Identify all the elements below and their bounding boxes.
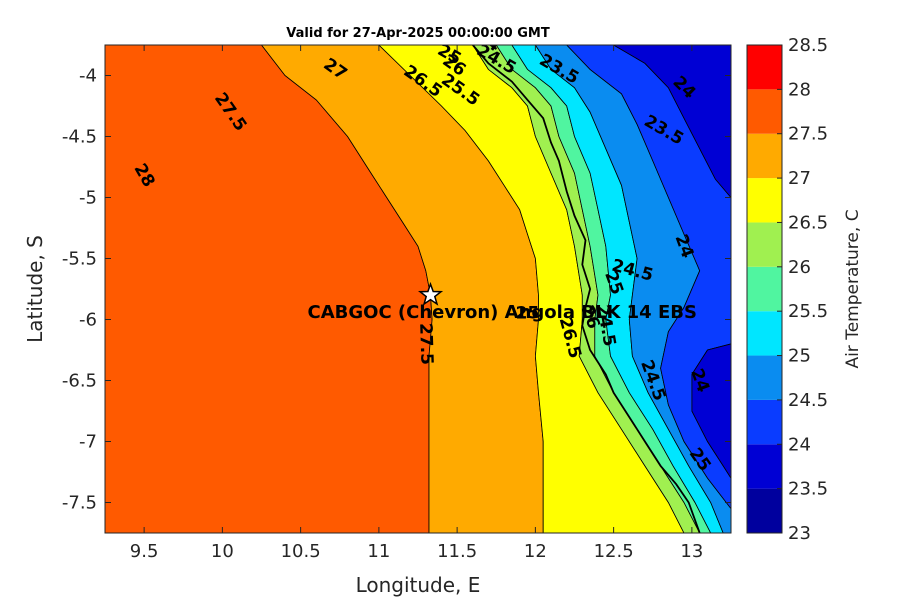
y-axis: -4 -4.5 -5 -5.5 -6 -6.5 -7 -7.5 [62,66,731,514]
colorbar-swatch [747,133,782,179]
x-tick-label: 11 [367,541,390,562]
colorbar-swatch [747,178,782,223]
colorbar-tick-label: 26 [788,257,811,278]
y-tick-label: -5.5 [62,249,97,270]
contour-band-23-5-10 [691,343,731,479]
x-tick-label: 10.5 [281,541,321,562]
colorbar-swatch [747,355,782,400]
y-tick-label: -7.5 [62,493,97,514]
y-tick-label: -7 [79,432,97,453]
colorbar-swatch [747,444,782,489]
site-marker-group: CABGOC (Chevron) Angola BLK 14 EBS [308,281,697,323]
colorbar-tick-label: 27 [788,168,811,189]
colorbar-tick-label: 24.5 [788,390,828,411]
contour-bands [105,45,731,533]
y-axis-label: Latitude, S [23,235,47,343]
colorbar-swatch [747,222,782,267]
contour-band-23-5-9 [612,45,731,199]
y-tick-label: -6.5 [62,371,97,392]
colorbar-tick-label: 23.5 [788,479,828,500]
colorbar-tick-label: 24 [788,434,811,455]
colorbar-tick-label: 25.5 [788,301,828,322]
y-tick-label: -4 [79,66,97,87]
colorbar-swatch [747,266,782,312]
x-tick-label: 12.5 [594,541,634,562]
y-tick-label: -6 [79,310,97,331]
colorbar-tick-label: 28 [788,79,811,100]
coastline-line [472,45,701,533]
plot-frame [104,44,732,534]
y-tick-label: -4.5 [62,127,97,148]
site-label: CABGOC (Chevron) Angola BLK 14 EBS [308,302,697,323]
x-axis: 9.5 10 10.5 11 11.5 12 12.5 13 [130,45,703,562]
colorbar: 23 23.5 24 24.5 25 25.5 26 26.5 27 27.5 28 28.5 [746,35,828,544]
colorbar-tick-label: 25 [788,346,811,367]
x-tick-label: 13 [680,541,703,562]
x-tick-label: 12 [524,541,547,562]
colorbar-swatch [747,45,782,90]
site-star-icon [418,281,444,306]
colorbar-tick-label: 28.5 [788,35,828,56]
x-tick-label: 11.5 [437,541,477,562]
colorbar-swatch [747,488,782,533]
colorbar-swatch [747,311,782,356]
colorbar-swatch [747,89,782,134]
chart-title: Valid for 27-Apr-2025 00:00:00 GMT [286,26,550,41]
y-tick-label: -5 [79,188,97,209]
colorbar-label: Air Temperature, C [843,209,863,368]
x-tick-label: 10 [211,541,234,562]
coastline [472,45,701,533]
contour-label: 25 [516,303,540,323]
contour-label: 24 [473,26,504,56]
colorbar-swatch [747,399,782,445]
colorbar-frame [746,44,783,534]
x-tick-label: 9.5 [130,541,159,562]
colorbar-tick-label: 23 [788,523,811,544]
x-axis-label: Longitude, E [356,573,481,597]
contour-label: 27.5 [415,323,436,366]
colorbar-tick-label: 26.5 [788,212,828,233]
colorbar-tick-label: 27.5 [788,124,828,145]
